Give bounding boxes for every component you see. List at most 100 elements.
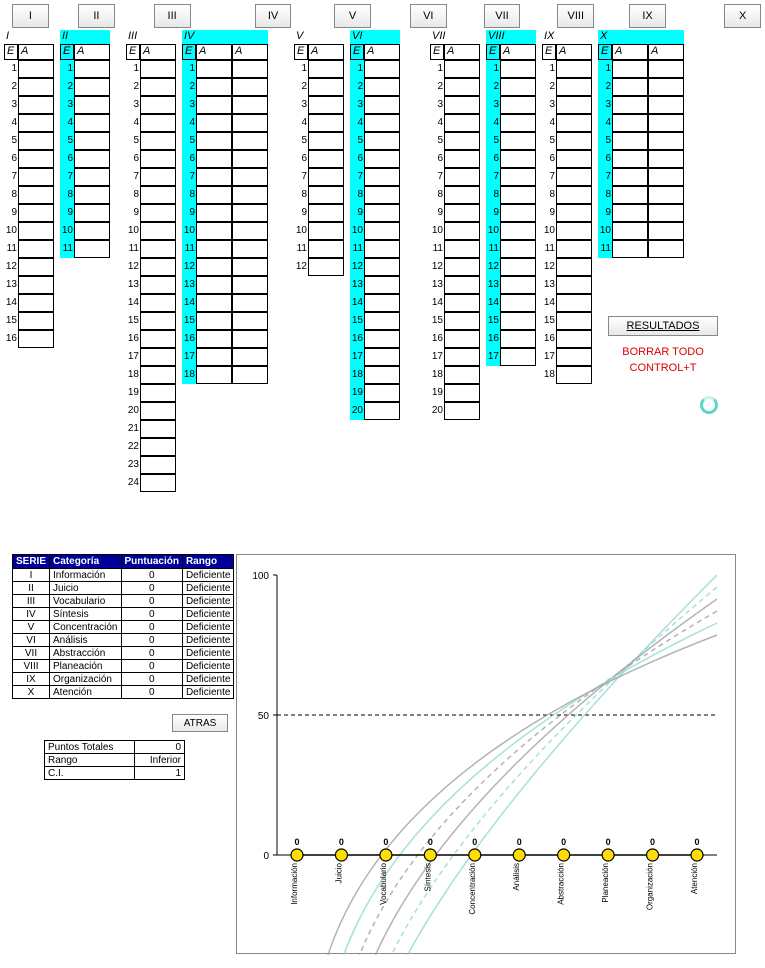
input-cell[interactable]: [196, 312, 232, 330]
input-cell[interactable]: [556, 222, 592, 240]
input-cell[interactable]: [444, 78, 480, 96]
input-cell[interactable]: [556, 312, 592, 330]
input-cell[interactable]: [18, 294, 54, 312]
input-cell[interactable]: [364, 168, 400, 186]
input-cell[interactable]: [364, 186, 400, 204]
input-cell[interactable]: [196, 276, 232, 294]
input-cell[interactable]: [74, 132, 110, 150]
top-button-x[interactable]: X: [724, 4, 761, 28]
input-cell[interactable]: [500, 204, 536, 222]
input-cell[interactable]: [556, 60, 592, 78]
input-cell[interactable]: [556, 240, 592, 258]
input-cell[interactable]: [444, 96, 480, 114]
input-cell[interactable]: [308, 150, 344, 168]
input-cell[interactable]: [500, 60, 536, 78]
input-cell[interactable]: [18, 222, 54, 240]
input-cell[interactable]: [18, 96, 54, 114]
input-cell[interactable]: [18, 312, 54, 330]
input-cell-2[interactable]: [648, 132, 684, 150]
input-cell-2[interactable]: [232, 114, 268, 132]
resultados-button[interactable]: RESULTADOS: [608, 316, 718, 336]
input-cell-2[interactable]: [232, 294, 268, 312]
input-cell[interactable]: [140, 384, 176, 402]
input-cell[interactable]: [556, 330, 592, 348]
input-cell[interactable]: [444, 114, 480, 132]
input-cell-2[interactable]: [232, 186, 268, 204]
input-cell[interactable]: [140, 60, 176, 78]
input-cell[interactable]: [196, 168, 232, 186]
input-cell[interactable]: [612, 150, 648, 168]
input-cell-2[interactable]: [232, 96, 268, 114]
input-cell[interactable]: [140, 312, 176, 330]
input-cell[interactable]: [18, 60, 54, 78]
input-cell[interactable]: [444, 366, 480, 384]
input-cell[interactable]: [140, 276, 176, 294]
atras-button[interactable]: ATRAS: [172, 714, 228, 732]
top-button-iv[interactable]: IV: [255, 4, 292, 28]
top-button-vii[interactable]: VII: [484, 4, 521, 28]
input-cell-2[interactable]: [648, 150, 684, 168]
input-cell[interactable]: [444, 276, 480, 294]
input-cell[interactable]: [18, 258, 54, 276]
input-cell[interactable]: [364, 60, 400, 78]
input-cell[interactable]: [556, 366, 592, 384]
input-cell[interactable]: [500, 240, 536, 258]
top-button-ii[interactable]: II: [78, 4, 115, 28]
top-button-iii[interactable]: III: [154, 4, 191, 28]
input-cell[interactable]: [140, 366, 176, 384]
input-cell[interactable]: [196, 186, 232, 204]
input-cell[interactable]: [444, 60, 480, 78]
input-cell[interactable]: [18, 114, 54, 132]
input-cell[interactable]: [18, 168, 54, 186]
input-cell-2[interactable]: [648, 96, 684, 114]
input-cell-2[interactable]: [232, 60, 268, 78]
input-cell[interactable]: [364, 114, 400, 132]
input-cell[interactable]: [74, 222, 110, 240]
input-cell[interactable]: [196, 294, 232, 312]
input-cell[interactable]: [74, 240, 110, 258]
input-cell[interactable]: [444, 186, 480, 204]
input-cell[interactable]: [500, 150, 536, 168]
input-cell[interactable]: [612, 60, 648, 78]
input-cell[interactable]: [364, 258, 400, 276]
input-cell[interactable]: [140, 114, 176, 132]
input-cell-2[interactable]: [232, 222, 268, 240]
input-cell[interactable]: [308, 258, 344, 276]
input-cell-2[interactable]: [232, 330, 268, 348]
input-cell-2[interactable]: [232, 276, 268, 294]
input-cell-2[interactable]: [232, 150, 268, 168]
input-cell[interactable]: [500, 114, 536, 132]
input-cell[interactable]: [18, 276, 54, 294]
input-cell[interactable]: [308, 132, 344, 150]
input-cell[interactable]: [556, 258, 592, 276]
input-cell-2[interactable]: [648, 222, 684, 240]
input-cell[interactable]: [364, 96, 400, 114]
input-cell[interactable]: [500, 186, 536, 204]
input-cell[interactable]: [140, 168, 176, 186]
input-cell[interactable]: [140, 474, 176, 492]
input-cell[interactable]: [74, 114, 110, 132]
input-cell[interactable]: [74, 204, 110, 222]
input-cell-2[interactable]: [232, 258, 268, 276]
input-cell[interactable]: [444, 384, 480, 402]
input-cell[interactable]: [364, 204, 400, 222]
input-cell[interactable]: [500, 132, 536, 150]
input-cell[interactable]: [364, 150, 400, 168]
input-cell[interactable]: [74, 78, 110, 96]
input-cell[interactable]: [500, 330, 536, 348]
input-cell[interactable]: [364, 384, 400, 402]
input-cell[interactable]: [18, 240, 54, 258]
input-cell[interactable]: [556, 204, 592, 222]
input-cell[interactable]: [140, 258, 176, 276]
input-cell[interactable]: [364, 366, 400, 384]
input-cell-2[interactable]: [648, 204, 684, 222]
input-cell[interactable]: [140, 150, 176, 168]
input-cell[interactable]: [612, 78, 648, 96]
input-cell-2[interactable]: [232, 168, 268, 186]
input-cell[interactable]: [500, 294, 536, 312]
top-button-viii[interactable]: VIII: [557, 4, 594, 28]
input-cell[interactable]: [140, 456, 176, 474]
input-cell[interactable]: [612, 204, 648, 222]
input-cell[interactable]: [140, 402, 176, 420]
input-cell[interactable]: [18, 186, 54, 204]
